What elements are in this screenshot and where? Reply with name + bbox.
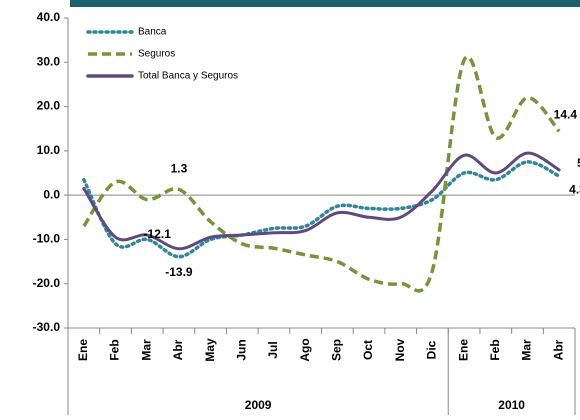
x-tick-label: Jun — [234, 339, 248, 360]
y-tick-label: 10.0 — [37, 143, 61, 157]
y-tick-label: -30.0 — [33, 320, 61, 334]
x-tick-label: Nov — [393, 338, 407, 361]
legend-label: Banca — [138, 27, 167, 38]
data-label: 14.4 — [554, 108, 578, 122]
y-tick-label: -10.0 — [33, 232, 61, 246]
x-tick-label: Jul — [266, 341, 280, 358]
data-label: 4.3 — [569, 182, 580, 196]
legend-label: Seguros — [138, 49, 175, 60]
x-tick-label: Abr — [551, 339, 565, 360]
x-tick-label: Abr — [171, 339, 185, 360]
x-tick-label: Mar — [520, 339, 534, 361]
y-tick-label: 30.0 — [37, 54, 61, 68]
line-series — [82, 151, 561, 251]
data-label: -12.1 — [144, 227, 172, 241]
x-tick-label: Sep — [330, 339, 344, 361]
y-tick-label: 0.0 — [43, 187, 60, 201]
y-tick-label: 40.0 — [37, 10, 61, 24]
x-tick-label: Oct — [361, 340, 375, 360]
line-series — [82, 160, 561, 259]
y-tick-label: 20.0 — [37, 99, 61, 113]
data-label: 1.3 — [171, 162, 188, 176]
y-tick-label: -20.0 — [33, 276, 61, 290]
x-tick-label: Ene — [76, 339, 90, 361]
x-tick-label: Mar — [139, 339, 153, 361]
title-band — [70, 0, 580, 7]
group-label: 2010 — [498, 398, 525, 412]
line-series — [82, 55, 561, 293]
data-label: -13.9 — [165, 265, 193, 279]
x-tick-label: Ago — [298, 338, 312, 361]
x-tick-label: Ene — [456, 339, 470, 361]
data-label: 5.7 — [577, 156, 580, 170]
legend-label: Total Banca y Seguros — [138, 71, 238, 82]
x-tick-label: Feb — [488, 339, 502, 360]
group-label: 2009 — [245, 398, 272, 412]
x-tick-label: May — [203, 338, 217, 362]
x-tick-label: Dic — [425, 340, 439, 359]
x-tick-label: Feb — [108, 339, 122, 360]
